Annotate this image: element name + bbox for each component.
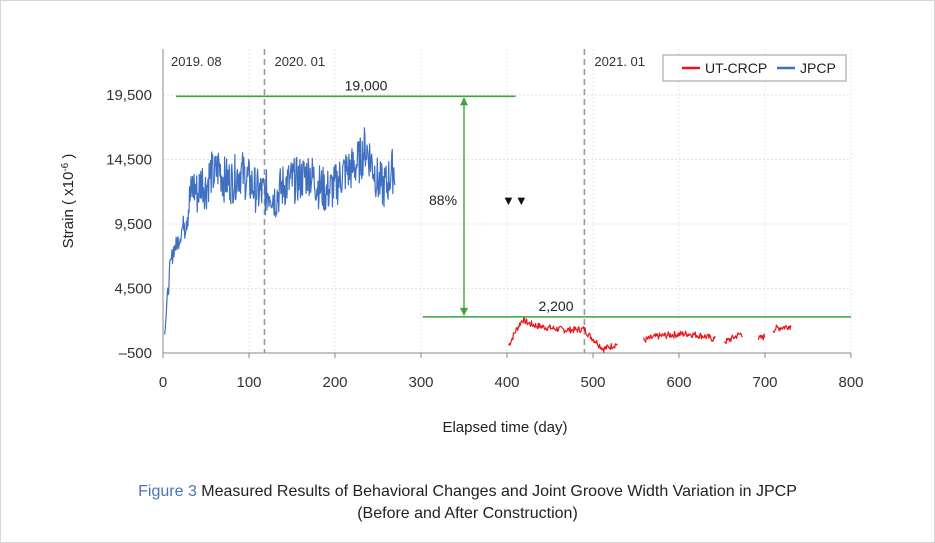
chart-series	[164, 127, 792, 353]
chart-annotations: 19,000 2,200 88% ▼▼	[175, 77, 851, 318]
y-tick-label: 4,500	[114, 281, 152, 298]
x-tick-label: 700	[752, 374, 777, 391]
legend-label: JPCP	[800, 60, 836, 76]
x-axis-label: Elapsed time (day)	[442, 419, 567, 436]
reference-value-label: 19,000	[345, 77, 388, 93]
reduction-percent-label: 88%	[429, 192, 457, 208]
x-tick-label: 300	[408, 374, 433, 391]
figure-label: Figure 3	[138, 483, 197, 500]
period-label: 2020. 01	[274, 54, 325, 69]
axis-labels: Elapsed time (day) Strain ( x10-6 )	[60, 154, 568, 436]
x-tick-label: 500	[580, 374, 605, 391]
caption-line-1: Measured Results of Behavioral Changes a…	[201, 483, 797, 500]
y-tick-label: –500	[119, 345, 152, 362]
legend-label: UT-CRCP	[705, 60, 767, 76]
figure-caption: Figure 3 Measured Results of Behavioral …	[0, 481, 935, 525]
x-tick-label: 100	[236, 374, 261, 391]
reference-value-label: 2,200	[538, 298, 573, 314]
x-tick-label: 0	[159, 374, 167, 391]
caption-line-2: (Before and After Construction)	[357, 505, 578, 522]
arrow-head-up	[460, 97, 468, 106]
reduction-marker-icon: ▼▼	[502, 193, 528, 208]
y-tick-label: 14,500	[106, 152, 152, 169]
x-tick-label: 400	[494, 374, 519, 391]
period-label: 2019. 08	[171, 54, 222, 69]
series-jpcp-line	[164, 127, 396, 335]
x-tick-label: 600	[666, 374, 691, 391]
x-tick-label: 200	[322, 374, 347, 391]
period-label: 2021. 01	[594, 54, 645, 69]
y-axis-label: Strain ( x10-6 )	[60, 154, 78, 249]
arrow-head-down	[460, 307, 468, 316]
y-tick-label: 9,500	[114, 216, 152, 233]
y-tick-label: 19,500	[106, 87, 152, 104]
series-ut-crcp-line	[508, 316, 792, 353]
chart-axes: 0 100 200 300 400 500 600 700 800 –500 4,500 9,500 1…	[106, 49, 864, 391]
strain-chart: 2019. 08 2020. 01 2021. 01 0 100 200 300 400 50…	[60, 49, 864, 436]
x-tick-label: 800	[838, 374, 863, 391]
period-markers: 2019. 08 2020. 01 2021. 01	[171, 49, 645, 353]
chart-legend: UT-CRCP JPCP	[662, 54, 847, 82]
